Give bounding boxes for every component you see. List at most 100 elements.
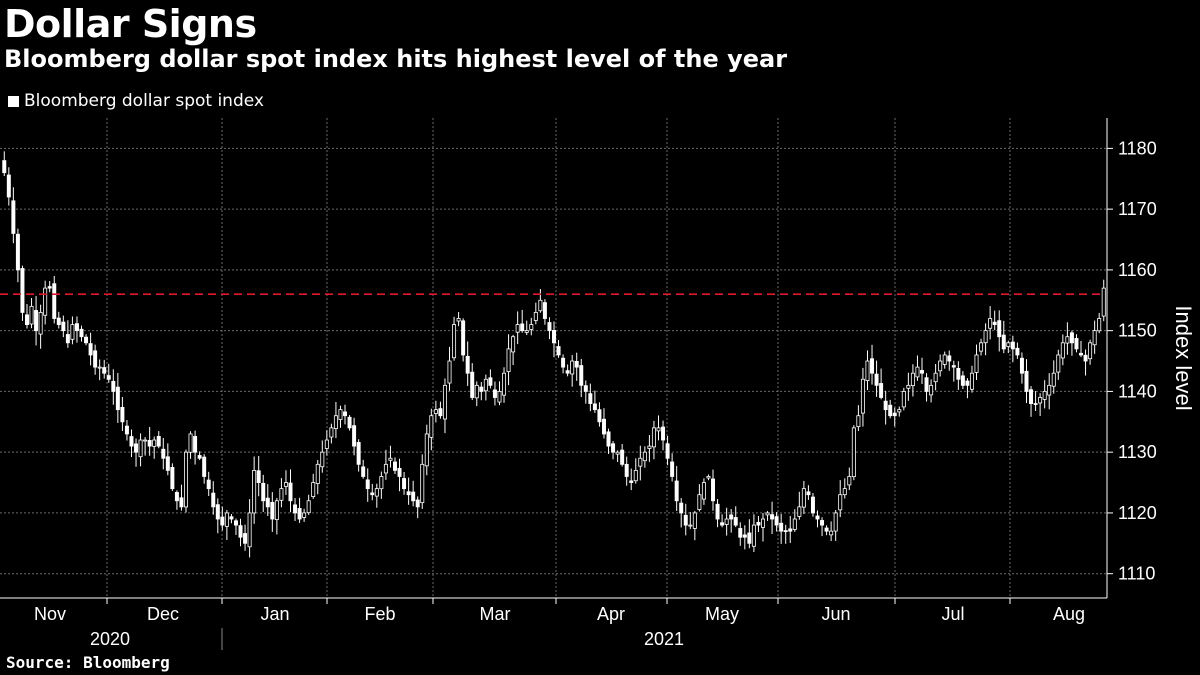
candle: [729, 509, 734, 533]
candle: [915, 355, 920, 381]
candle-body: [220, 516, 225, 526]
candle: [315, 460, 320, 495]
candle: [606, 428, 611, 454]
candle-body: [565, 370, 570, 374]
candle-body: [2, 160, 7, 174]
candle-body: [656, 427, 661, 432]
candle: [938, 354, 943, 377]
candle: [506, 334, 511, 386]
candle: [851, 425, 856, 481]
candle: [161, 437, 166, 470]
candle: [1056, 349, 1061, 380]
candle: [883, 390, 888, 425]
candle: [147, 426, 152, 456]
candle-body: [1033, 403, 1038, 405]
candle-body: [65, 334, 70, 344]
candle: [347, 415, 352, 431]
candle-body: [974, 354, 979, 373]
candle: [1051, 360, 1056, 394]
candle-body: [238, 525, 243, 538]
candle-body: [497, 391, 502, 403]
candle-body: [860, 378, 865, 414]
candle: [143, 437, 148, 456]
candle-body: [161, 448, 166, 459]
candle-body: [315, 463, 320, 484]
candle: [24, 304, 29, 329]
candle: [111, 369, 116, 405]
candle-body: [561, 357, 566, 368]
candle-body: [134, 443, 139, 453]
candle: [442, 378, 447, 434]
candle: [206, 471, 211, 496]
candle-body: [711, 478, 716, 502]
candle-body: [1038, 397, 1043, 404]
candle-body: [479, 386, 484, 392]
candle: [452, 316, 457, 361]
candle-body: [697, 494, 702, 510]
candle: [570, 355, 575, 387]
candle: [238, 518, 243, 547]
candle-body: [1092, 330, 1097, 346]
candle: [1069, 330, 1074, 356]
candle: [247, 499, 252, 558]
candle-body: [347, 416, 352, 429]
candle-body: [924, 377, 929, 392]
candle-body: [120, 406, 125, 423]
candle: [701, 478, 706, 505]
candle: [433, 400, 438, 423]
candle-body: [729, 514, 734, 520]
candle-body: [338, 409, 343, 420]
candle-body: [906, 384, 911, 389]
candle: [56, 311, 61, 329]
axis-labels: 1110 1120 1130 1140 1150 1160 1170 1180 Nov Dec Ja…: [34, 138, 1196, 649]
x-tick-label: Mar: [480, 604, 511, 624]
candle: [184, 449, 188, 513]
candle: [765, 511, 770, 521]
candle: [165, 443, 170, 476]
x-tick-label: Aug: [1053, 604, 1085, 624]
candle: [920, 357, 924, 384]
candle-body: [333, 415, 338, 430]
candle: [1024, 359, 1029, 404]
candle: [402, 471, 407, 495]
grid: [0, 118, 1107, 598]
candle: [461, 318, 466, 362]
candle: [820, 517, 825, 537]
candle-body: [365, 479, 370, 490]
candle: [465, 341, 470, 386]
candle-body: [897, 409, 902, 413]
candle: [397, 458, 402, 492]
candle-body: [29, 305, 34, 325]
candle-body: [547, 322, 552, 332]
candle-body: [788, 528, 793, 532]
candle-body: [1024, 370, 1029, 392]
candle: [679, 498, 684, 528]
candle-body: [820, 520, 825, 526]
y-tick-label: 1160: [1118, 260, 1157, 280]
candle: [124, 419, 129, 441]
candle-body: [874, 373, 879, 386]
candle: [6, 167, 11, 206]
candle-body: [79, 328, 84, 338]
candle-body: [1047, 384, 1052, 396]
candle-body: [529, 324, 534, 330]
x-tick-label: Dec: [147, 604, 179, 624]
candle: [224, 510, 229, 540]
candle-body: [202, 456, 207, 477]
candle: [956, 361, 961, 390]
candle-body: [992, 321, 997, 325]
candle: [47, 280, 52, 293]
candle: [1101, 279, 1106, 322]
candle-body: [111, 380, 116, 392]
candle-body: [106, 375, 111, 380]
candle-body: [288, 482, 293, 502]
candle: [597, 402, 602, 427]
candle-body: [520, 323, 525, 332]
candle: [502, 367, 507, 403]
candle-body: [197, 455, 202, 459]
candle-body: [633, 470, 638, 482]
candle: [497, 381, 502, 406]
candle-body: [11, 200, 16, 234]
candle: [833, 510, 838, 541]
candle-body: [165, 456, 170, 471]
